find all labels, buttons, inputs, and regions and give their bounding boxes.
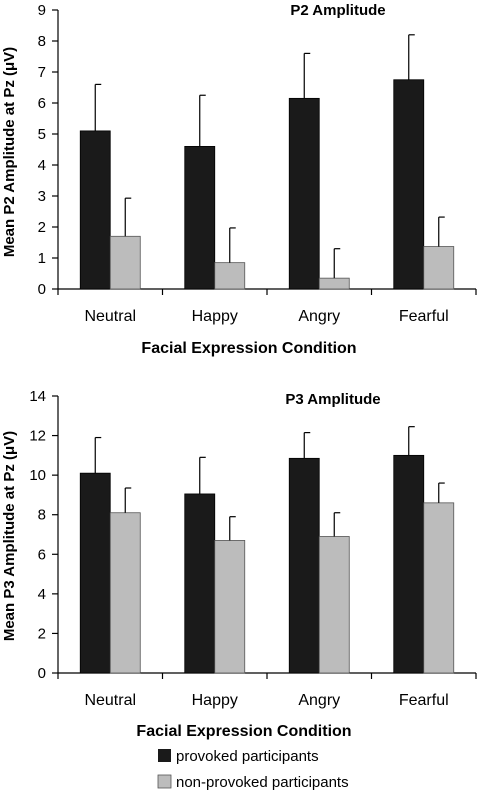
y-tick-label: 6 bbox=[38, 546, 46, 563]
bar-provoked-fearful bbox=[393, 79, 425, 290]
bar-provoked-neutral bbox=[79, 472, 111, 674]
p2-amplitude-chart: P2 Amplitude Facial Expression Condition… bbox=[1, 2, 477, 357]
bar-non-provoked-fearful bbox=[423, 502, 455, 674]
y-tick-label: 2 bbox=[38, 625, 46, 642]
bar-non-provoked-neutral bbox=[109, 235, 141, 290]
y-tick-label: 14 bbox=[29, 388, 46, 405]
bar-non-provoked-happy bbox=[214, 262, 246, 290]
bar-non-provoked-angry bbox=[318, 536, 350, 674]
x-tick-label: Happy bbox=[192, 308, 238, 325]
legend: provoked participants non-provoked parti… bbox=[157, 748, 349, 791]
x-tick-label: Fearful bbox=[399, 692, 449, 709]
legend-swatch-non-provoked bbox=[157, 774, 172, 789]
p3-amplitude-chart: P3 Amplitude Facial Expression Condition… bbox=[1, 388, 477, 740]
bar-non-provoked-angry bbox=[318, 277, 350, 290]
y-tick-label: 10 bbox=[29, 467, 46, 484]
x-tick-label: Neutral bbox=[84, 308, 136, 325]
x-axis-label: Facial Expression Condition bbox=[136, 723, 351, 740]
y-tick-label: 8 bbox=[38, 33, 46, 50]
chart-title: P3 Amplitude bbox=[285, 391, 380, 408]
y-tick-label: 0 bbox=[38, 281, 46, 298]
bar-provoked-fearful bbox=[393, 454, 425, 674]
bar-non-provoked-neutral bbox=[109, 512, 141, 674]
x-tick-label: Neutral bbox=[84, 692, 136, 709]
y-axis-label: Mean P2 Amplitude at Pz (μV) bbox=[1, 47, 18, 257]
y-tick-label: 0 bbox=[38, 665, 46, 682]
bar-provoked-angry bbox=[288, 97, 320, 290]
y-axis-label: Mean P3 Amplitude at Pz (μV) bbox=[1, 431, 18, 641]
bar-non-provoked-happy bbox=[214, 540, 246, 674]
x-tick-label: Happy bbox=[192, 692, 238, 709]
x-tick-label: Angry bbox=[298, 308, 340, 325]
y-tick-label: 4 bbox=[38, 157, 46, 174]
bar-non-provoked-fearful bbox=[423, 246, 455, 290]
bar-provoked-neutral bbox=[79, 130, 111, 290]
y-tick-label: 7 bbox=[38, 64, 46, 81]
y-tick-label: 6 bbox=[38, 95, 46, 112]
y-tick-label: 9 bbox=[38, 2, 46, 19]
legend-label-non-provoked: non-provoked participants bbox=[176, 774, 349, 791]
bar-provoked-happy bbox=[184, 145, 216, 290]
legend-swatch-provoked bbox=[158, 749, 171, 762]
x-axis-label: Facial Expression Condition bbox=[141, 340, 356, 357]
y-tick-label: 8 bbox=[38, 507, 46, 524]
y-tick-label: 3 bbox=[38, 188, 46, 205]
bar-provoked-angry bbox=[288, 457, 320, 674]
y-tick-label: 4 bbox=[38, 586, 46, 603]
x-tick-label: Angry bbox=[298, 692, 340, 709]
legend-label-provoked: provoked participants bbox=[176, 748, 319, 765]
bar-provoked-happy bbox=[184, 493, 216, 674]
y-tick-label: 2 bbox=[38, 219, 46, 236]
x-tick-label: Fearful bbox=[399, 308, 449, 325]
y-tick-label: 5 bbox=[38, 126, 46, 143]
y-tick-label: 1 bbox=[38, 250, 46, 267]
y-tick-label: 12 bbox=[29, 428, 46, 445]
chart-title: P2 Amplitude bbox=[290, 2, 385, 19]
